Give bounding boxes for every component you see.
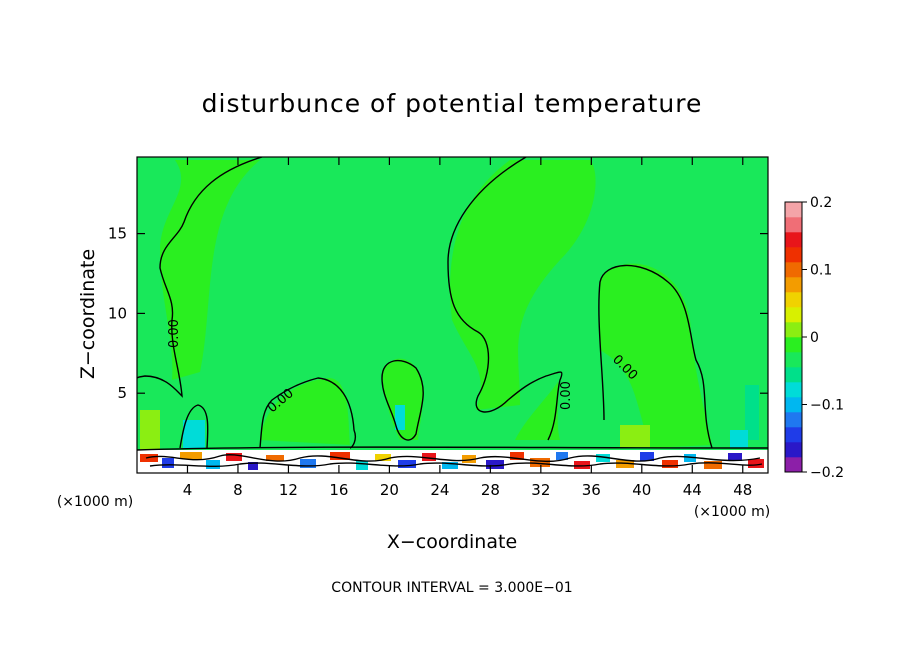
near-zero-patch xyxy=(620,425,650,447)
near-zero-patch xyxy=(183,420,205,448)
colorbar-swatch xyxy=(785,292,802,308)
x-tick-label: 12 xyxy=(279,481,298,499)
x-tick-label: 4 xyxy=(183,481,193,499)
y-axis-label: Z−coordinate xyxy=(77,249,99,379)
colorbar-tick-label: 0.1 xyxy=(810,263,832,279)
x-unit-right: (×1000 m) xyxy=(694,504,770,520)
x-tick-label: 24 xyxy=(430,481,449,499)
contour-line xyxy=(137,157,263,398)
x-tick-label: 28 xyxy=(481,481,500,499)
x-tick-label: 44 xyxy=(683,481,702,499)
x-tick-label: 8 xyxy=(233,481,243,499)
colorbar-tick-label: −0.1 xyxy=(810,398,844,414)
colorbar-swatch xyxy=(785,232,802,248)
near-zero-patch xyxy=(395,405,405,430)
positive-region xyxy=(515,382,560,440)
contour-line xyxy=(259,377,357,449)
near-zero-patch xyxy=(140,410,160,450)
contour-line xyxy=(381,359,424,441)
contour-label: 0.00 xyxy=(559,381,574,410)
y-tick-label: 5 xyxy=(117,384,127,402)
near-zero-patch xyxy=(745,385,759,440)
positive-region xyxy=(450,160,596,410)
x-tick-label: 48 xyxy=(733,481,752,499)
contour-line xyxy=(137,446,768,451)
colorbar-swatch xyxy=(785,442,802,458)
chart-title: disturbunce of potential temperature xyxy=(202,89,703,118)
y-tick-label: 10 xyxy=(108,304,127,322)
x-axis: 4 8 12 16 20 24 28 32 36 40 44 48 xyxy=(183,157,752,499)
plot-area: 0.00 0.00 0.00 0.00 xyxy=(137,157,768,473)
colorbar-swatch xyxy=(785,427,802,443)
colorbar-tick-label: 0.2 xyxy=(810,195,832,211)
colorbar-swatch xyxy=(785,412,802,428)
x-tick-label: 40 xyxy=(632,481,651,499)
colorbar-swatch xyxy=(785,382,802,398)
contour-line xyxy=(149,462,763,468)
colorbar-swatch xyxy=(785,202,802,218)
colorbar: 0.2 0.1 0 −0.1 −0.2 xyxy=(784,195,844,481)
x-tick-label: 36 xyxy=(582,481,601,499)
x-axis-label: X−coordinate xyxy=(387,531,517,553)
colorbar-swatch xyxy=(785,217,802,233)
contour-line xyxy=(145,454,761,462)
contour-line xyxy=(447,157,563,441)
colorbar-swatch xyxy=(785,307,802,323)
contour-line xyxy=(598,264,713,449)
x-tick-label: 32 xyxy=(531,481,550,499)
contour-line xyxy=(179,404,209,449)
colorbar-swatch xyxy=(785,367,802,383)
positive-region xyxy=(382,358,423,440)
colorbar-swatch xyxy=(785,247,802,263)
zero-contours xyxy=(137,157,768,468)
colorbar-tick-label: −0.2 xyxy=(810,465,844,481)
x-unit-left: (×1000 m) xyxy=(57,494,133,510)
contour-interval-note: CONTOUR INTERVAL = 3.000E−01 xyxy=(331,580,572,596)
surface-layer xyxy=(137,450,768,473)
positive-region xyxy=(600,263,712,448)
x-tick-label: 20 xyxy=(380,481,399,499)
colorbar-swatch xyxy=(785,262,802,278)
plot-frame xyxy=(136,156,769,474)
colorbar-swatch xyxy=(785,277,802,293)
positive-region xyxy=(160,160,260,380)
y-axis: 5 10 15 xyxy=(108,225,768,402)
positive-region xyxy=(260,378,350,445)
colorbar-tick-label: 0 xyxy=(810,330,819,346)
colorbar-swatch xyxy=(785,352,802,368)
colorbar-swatch xyxy=(785,337,802,353)
colorbar-swatch xyxy=(785,322,802,338)
near-zero-patch xyxy=(730,430,748,448)
colorbar-swatch xyxy=(785,397,802,413)
contour-label: 0.00 xyxy=(167,319,182,348)
y-tick-label: 15 xyxy=(108,225,127,243)
x-tick-label: 16 xyxy=(329,481,348,499)
colorbar-swatch xyxy=(785,457,802,473)
